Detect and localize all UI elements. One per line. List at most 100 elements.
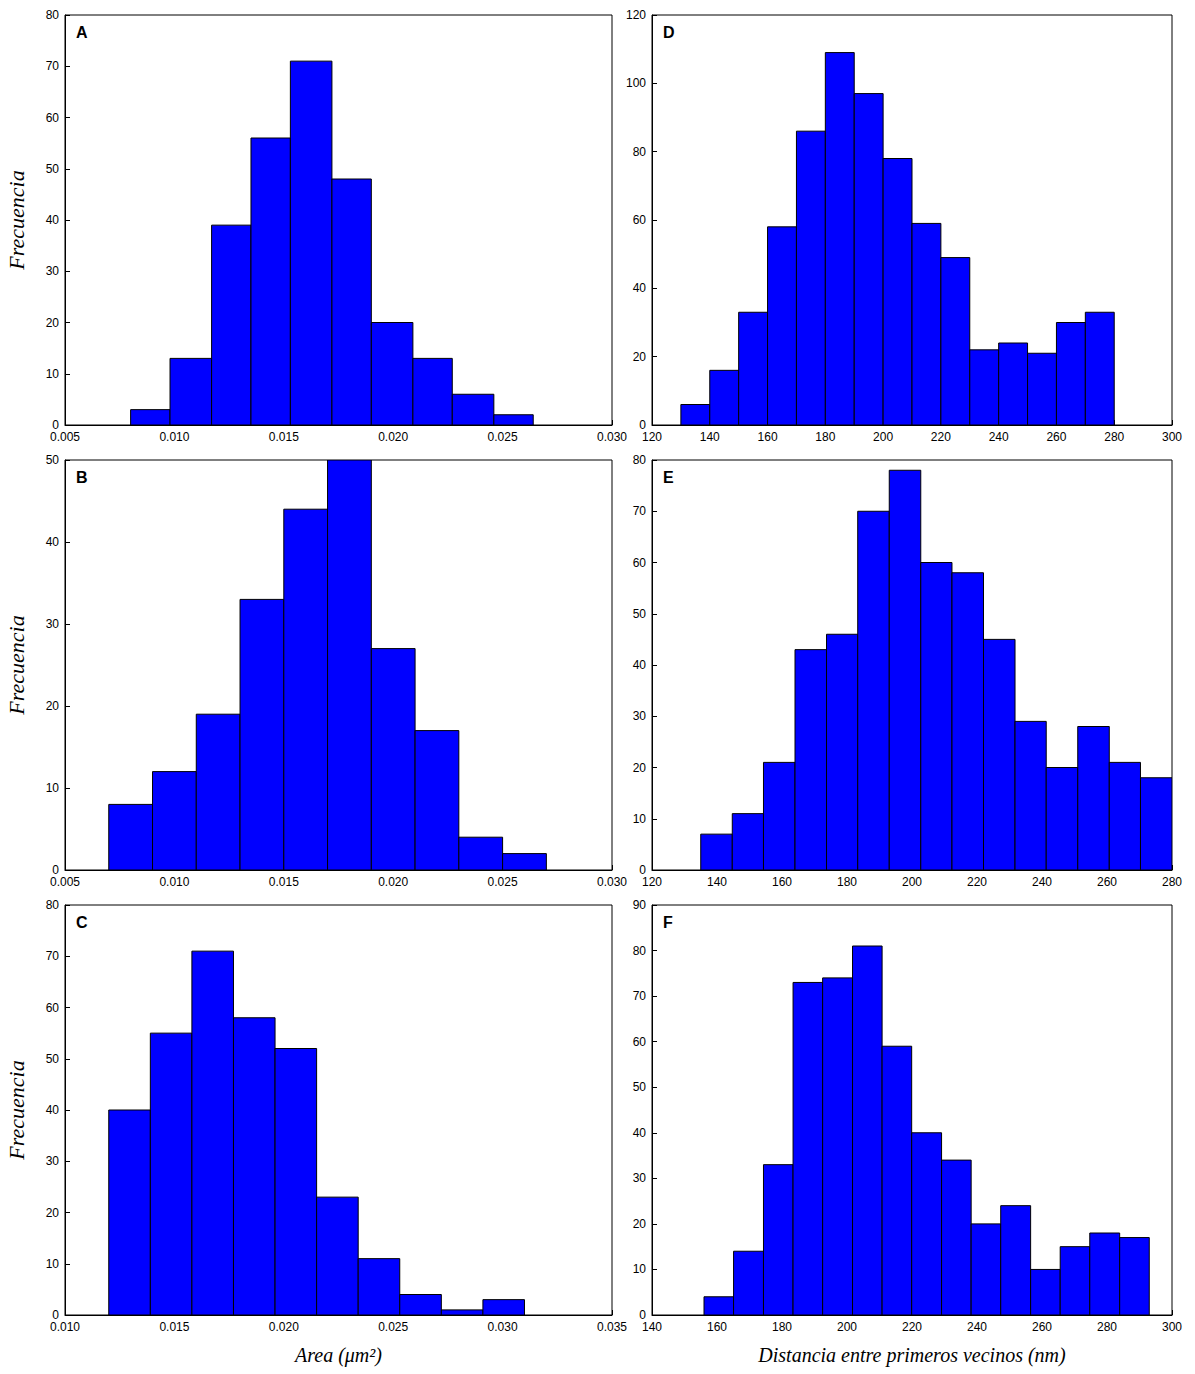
svg-text:260: 260 bbox=[1032, 1320, 1052, 1334]
svg-text:0.035: 0.035 bbox=[597, 1320, 627, 1334]
svg-text:Distancia entre primeros vecin: Distancia entre primeros vecinos (nm) bbox=[757, 1344, 1066, 1367]
svg-text:0.010: 0.010 bbox=[159, 430, 189, 444]
svg-text:Frecuencia: Frecuencia bbox=[4, 615, 29, 715]
svg-text:40: 40 bbox=[633, 281, 647, 295]
svg-text:Frecuencia: Frecuencia bbox=[4, 1060, 29, 1160]
svg-text:240: 240 bbox=[1032, 875, 1052, 889]
svg-text:180: 180 bbox=[772, 1320, 792, 1334]
svg-text:140: 140 bbox=[642, 1320, 662, 1334]
svg-text:0.020: 0.020 bbox=[269, 1320, 299, 1334]
svg-text:200: 200 bbox=[902, 875, 922, 889]
svg-text:20: 20 bbox=[633, 350, 647, 364]
svg-text:90: 90 bbox=[633, 898, 647, 912]
svg-text:260: 260 bbox=[1046, 430, 1066, 444]
svg-text:0.030: 0.030 bbox=[597, 875, 627, 889]
svg-text:0.005: 0.005 bbox=[50, 875, 80, 889]
svg-text:0.020: 0.020 bbox=[378, 430, 408, 444]
svg-text:20: 20 bbox=[633, 761, 647, 775]
svg-text:0.025: 0.025 bbox=[488, 875, 518, 889]
svg-text:80: 80 bbox=[46, 898, 60, 912]
svg-text:60: 60 bbox=[46, 1001, 60, 1015]
svg-text:220: 220 bbox=[967, 875, 987, 889]
svg-text:60: 60 bbox=[633, 1035, 647, 1049]
svg-text:140: 140 bbox=[707, 875, 727, 889]
svg-text:A: A bbox=[76, 24, 88, 41]
svg-text:Frecuencia: Frecuencia bbox=[4, 170, 29, 270]
svg-text:280: 280 bbox=[1097, 1320, 1117, 1334]
svg-text:20: 20 bbox=[46, 316, 60, 330]
svg-text:80: 80 bbox=[633, 453, 647, 467]
svg-text:180: 180 bbox=[837, 875, 857, 889]
svg-text:0.015: 0.015 bbox=[159, 1320, 189, 1334]
svg-text:80: 80 bbox=[633, 145, 647, 159]
svg-text:40: 40 bbox=[46, 535, 60, 549]
svg-text:0.030: 0.030 bbox=[488, 1320, 518, 1334]
svg-text:10: 10 bbox=[633, 812, 647, 826]
svg-text:30: 30 bbox=[46, 617, 60, 631]
svg-text:20: 20 bbox=[633, 1217, 647, 1231]
svg-text:300: 300 bbox=[1162, 1320, 1182, 1334]
svg-text:280: 280 bbox=[1162, 875, 1182, 889]
svg-text:E: E bbox=[663, 469, 674, 486]
svg-text:30: 30 bbox=[46, 1154, 60, 1168]
svg-text:0.010: 0.010 bbox=[159, 875, 189, 889]
svg-text:0.025: 0.025 bbox=[488, 430, 518, 444]
svg-text:0.015: 0.015 bbox=[269, 875, 299, 889]
svg-text:10: 10 bbox=[46, 781, 60, 795]
svg-text:50: 50 bbox=[633, 1080, 647, 1094]
svg-text:30: 30 bbox=[46, 264, 60, 278]
svg-text:60: 60 bbox=[46, 111, 60, 125]
svg-text:70: 70 bbox=[633, 504, 647, 518]
svg-text:80: 80 bbox=[46, 8, 60, 22]
svg-text:200: 200 bbox=[873, 430, 893, 444]
svg-text:50: 50 bbox=[46, 162, 60, 176]
svg-text:30: 30 bbox=[633, 1171, 647, 1185]
svg-text:40: 40 bbox=[46, 213, 60, 227]
svg-text:40: 40 bbox=[46, 1103, 60, 1117]
svg-text:180: 180 bbox=[815, 430, 835, 444]
svg-text:70: 70 bbox=[633, 989, 647, 1003]
svg-text:120: 120 bbox=[642, 875, 662, 889]
svg-text:160: 160 bbox=[707, 1320, 727, 1334]
svg-text:70: 70 bbox=[46, 949, 60, 963]
svg-text:D: D bbox=[663, 24, 675, 41]
svg-text:300: 300 bbox=[1162, 430, 1182, 444]
svg-text:0.010: 0.010 bbox=[50, 1320, 80, 1334]
svg-text:40: 40 bbox=[633, 658, 647, 672]
svg-text:80: 80 bbox=[633, 944, 647, 958]
svg-text:160: 160 bbox=[758, 430, 778, 444]
svg-text:0.020: 0.020 bbox=[378, 875, 408, 889]
svg-text:200: 200 bbox=[837, 1320, 857, 1334]
svg-text:0.030: 0.030 bbox=[597, 430, 627, 444]
svg-text:0.005: 0.005 bbox=[50, 430, 80, 444]
svg-text:220: 220 bbox=[931, 430, 951, 444]
svg-text:220: 220 bbox=[902, 1320, 922, 1334]
svg-text:0.015: 0.015 bbox=[269, 430, 299, 444]
svg-text:160: 160 bbox=[772, 875, 792, 889]
svg-text:240: 240 bbox=[989, 430, 1009, 444]
svg-text:50: 50 bbox=[46, 453, 60, 467]
svg-text:70: 70 bbox=[46, 59, 60, 73]
svg-text:40: 40 bbox=[633, 1126, 647, 1140]
svg-text:20: 20 bbox=[46, 699, 60, 713]
svg-text:20: 20 bbox=[46, 1206, 60, 1220]
svg-text:120: 120 bbox=[642, 430, 662, 444]
svg-text:0.025: 0.025 bbox=[378, 1320, 408, 1334]
svg-text:B: B bbox=[76, 469, 88, 486]
svg-text:30: 30 bbox=[633, 709, 647, 723]
svg-text:10: 10 bbox=[633, 1262, 647, 1276]
svg-text:60: 60 bbox=[633, 556, 647, 570]
svg-text:240: 240 bbox=[967, 1320, 987, 1334]
svg-text:Area (μm²): Area (μm²) bbox=[293, 1344, 382, 1367]
svg-text:260: 260 bbox=[1097, 875, 1117, 889]
svg-text:50: 50 bbox=[633, 607, 647, 621]
svg-text:140: 140 bbox=[700, 430, 720, 444]
svg-text:F: F bbox=[663, 914, 673, 931]
svg-text:60: 60 bbox=[633, 213, 647, 227]
svg-text:50: 50 bbox=[46, 1052, 60, 1066]
svg-text:280: 280 bbox=[1104, 430, 1124, 444]
svg-text:120: 120 bbox=[626, 8, 646, 22]
svg-text:10: 10 bbox=[46, 1257, 60, 1271]
svg-text:C: C bbox=[76, 914, 88, 931]
svg-text:100: 100 bbox=[626, 76, 646, 90]
